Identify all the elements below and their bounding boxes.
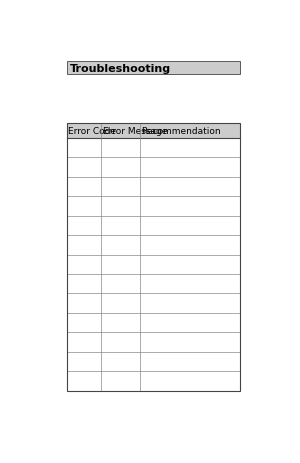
Text: Troubleshooting: Troubleshooting [70,63,171,73]
FancyBboxPatch shape [67,62,241,75]
FancyBboxPatch shape [67,123,241,391]
FancyBboxPatch shape [67,123,241,138]
Text: Error Code: Error Code [68,126,116,136]
Text: Error Message: Error Message [103,126,168,136]
Text: Recommendation: Recommendation [142,126,221,136]
